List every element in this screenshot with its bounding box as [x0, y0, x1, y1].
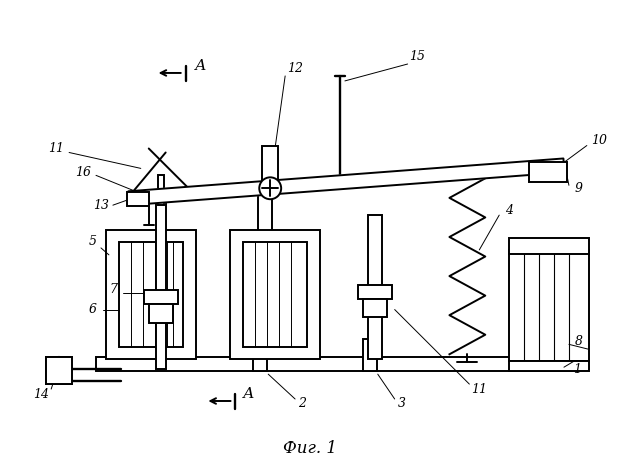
Text: 14: 14	[33, 388, 49, 401]
Bar	[144, 290, 178, 304]
Text: 2: 2	[298, 397, 306, 410]
Bar	[509, 361, 589, 371]
Bar	[363, 298, 387, 317]
Text: 10: 10	[591, 134, 607, 147]
Text: 11: 11	[48, 142, 64, 155]
Bar	[243, 242, 307, 347]
Bar	[119, 242, 182, 347]
Ellipse shape	[259, 177, 281, 199]
Bar	[259, 195, 272, 354]
Bar	[358, 285, 392, 298]
Bar	[253, 340, 268, 371]
Bar	[156, 200, 166, 369]
Text: 3: 3	[397, 397, 406, 410]
Text: 8: 8	[575, 335, 583, 348]
Text: 6: 6	[89, 303, 97, 316]
Bar	[106, 230, 196, 359]
Bar	[368, 215, 381, 359]
Text: 12: 12	[287, 63, 303, 76]
Bar	[46, 357, 72, 384]
Bar	[148, 304, 173, 324]
Text: Фиг. 1: Фиг. 1	[283, 440, 337, 457]
Bar	[157, 175, 164, 205]
Bar	[529, 163, 567, 182]
Text: 13: 13	[93, 198, 109, 212]
Bar	[127, 192, 148, 206]
Text: А: А	[243, 387, 254, 401]
Text: 7: 7	[110, 283, 118, 296]
Bar	[262, 146, 278, 195]
Bar	[509, 250, 589, 361]
Text: 9: 9	[575, 182, 583, 195]
Bar	[509, 238, 589, 254]
Text: 1: 1	[573, 363, 581, 375]
Text: 15: 15	[410, 50, 426, 63]
Bar	[96, 357, 574, 371]
Polygon shape	[128, 158, 564, 205]
Text: А: А	[195, 59, 206, 73]
Bar	[253, 309, 277, 326]
Text: 11: 11	[471, 382, 487, 396]
Bar	[248, 295, 282, 309]
Text: 16: 16	[75, 166, 91, 179]
Text: 4: 4	[505, 204, 513, 217]
Text: 5: 5	[89, 235, 97, 248]
Bar	[363, 340, 377, 371]
Bar	[230, 230, 320, 359]
